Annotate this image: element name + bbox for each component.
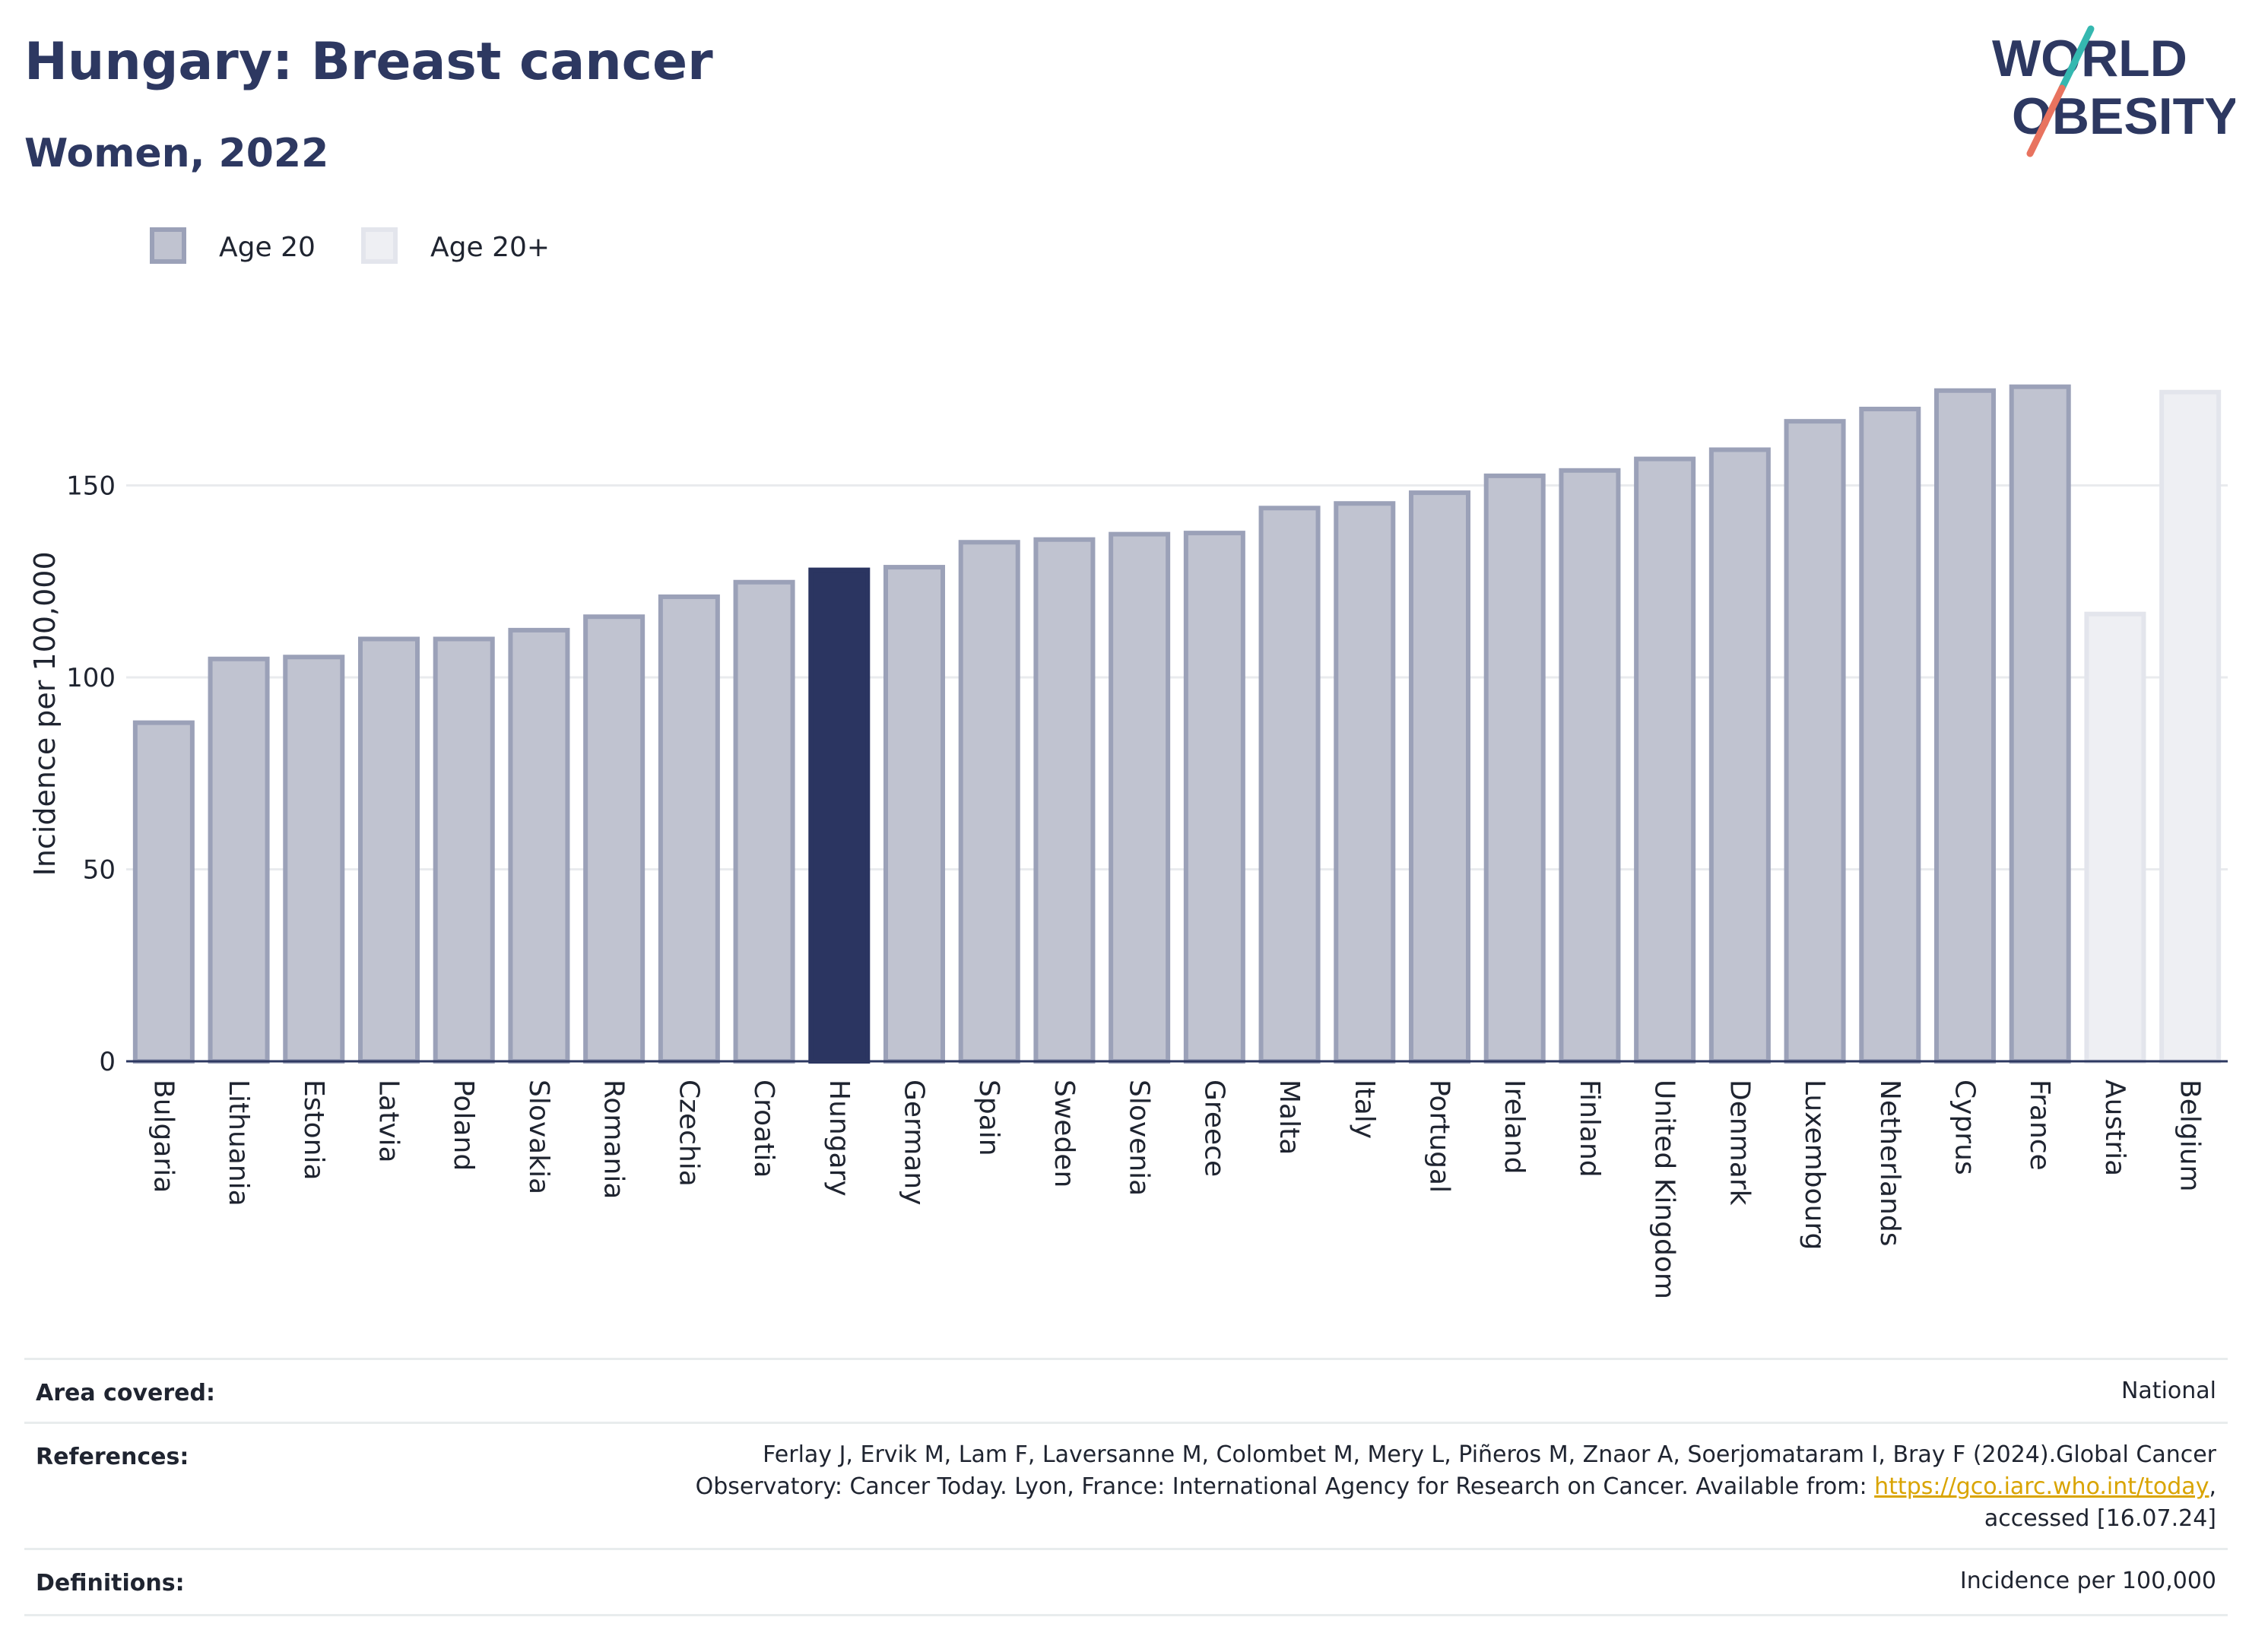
references-line3: accessed [16.07.24] [1984, 1505, 2216, 1532]
legend-swatch [150, 227, 186, 264]
x-tick-label: Sweden [1048, 1080, 1080, 1187]
x-tick-label: Bulgaria [148, 1080, 179, 1193]
bar-belgium [2159, 389, 2222, 1064]
y-tick-label: 150 [66, 471, 116, 502]
bar-italy [1334, 501, 1396, 1064]
references-line2-suffix: , [2209, 1473, 2216, 1500]
references-label: References: [36, 1444, 189, 1470]
logo-slash-top [2058, 25, 2095, 92]
bar-latvia [357, 636, 420, 1064]
x-tick-label: Denmark [1724, 1080, 1755, 1206]
bar-france [2009, 384, 2071, 1064]
x-tick-label: Germany [899, 1080, 930, 1205]
x-tick-label: Netherlands [1874, 1080, 1905, 1246]
x-tick-label: Spain [973, 1080, 1004, 1156]
page-subtitle: Women, 2022 [24, 131, 329, 176]
x-tick-label: Poland [448, 1080, 479, 1171]
chart-legend: Age 20 Age 20+ [150, 227, 550, 264]
bar-greece [1183, 531, 1245, 1064]
bar-netherlands [1859, 407, 1921, 1064]
legend-swatch [361, 227, 398, 264]
bar-finland [1559, 468, 1621, 1064]
x-axis: Bulgaria Lithuania Estonia Latvia Poland Slov… [126, 1060, 2228, 1299]
x-tick-label: Latvia [373, 1080, 404, 1163]
references-line2: Observatory: Cancer Today. Lyon, France:… [696, 1471, 2216, 1503]
bar-portugal [1408, 490, 1471, 1064]
area-covered-value: National [2121, 1378, 2216, 1404]
bar-sweden [1033, 537, 1096, 1064]
area-covered-row: Area covered: National [24, 1358, 2228, 1424]
x-tick-label: Finland [1574, 1080, 1605, 1178]
references-row: References: Ferlay J, Ervik M, Lam F, La… [24, 1422, 2228, 1550]
bar-spain [958, 540, 1020, 1064]
x-tick-label: France [2024, 1080, 2055, 1171]
x-tick-label: Slovakia [523, 1080, 554, 1194]
x-tick-label: Austria [2099, 1080, 2130, 1176]
y-tick-label: 50 [83, 855, 116, 886]
definitions-label: Definitions: [36, 1570, 185, 1597]
logo-slash-bottom [2026, 84, 2066, 157]
x-tick-label: Italy [1349, 1080, 1380, 1139]
bar-ireland [1483, 473, 1546, 1064]
bar-malta [1258, 506, 1321, 1064]
references-link[interactable]: https://gco.iarc.who.int/today [1874, 1473, 2209, 1500]
x-tick-label: United Kingdom [1649, 1080, 1680, 1299]
bar-romania [583, 614, 646, 1064]
bar-bulgaria [132, 720, 195, 1064]
x-tick-label: Ireland [1499, 1080, 1530, 1175]
x-tick-label: Hungary [823, 1080, 855, 1197]
bar-cyprus [1933, 388, 1997, 1064]
bar-slovenia [1109, 531, 1171, 1064]
x-tick-label: Estonia [298, 1080, 329, 1181]
x-tick-label: Croatia [748, 1080, 779, 1178]
bar-hungary [808, 567, 871, 1064]
page-title: Hungary: Breast cancer [24, 32, 713, 92]
bar-germany [883, 565, 946, 1064]
x-tick-label: Cyprus [1949, 1080, 1981, 1175]
x-tick-label: Lithuania [223, 1080, 254, 1206]
legend-label: Age 20+ [430, 232, 550, 263]
bar-denmark [1708, 447, 1771, 1064]
bar-estonia [283, 655, 345, 1064]
bar-chart: Age 20 Age 20+ 0 50 100 150 Incidence per 100… [28, 227, 2228, 1299]
x-tick-label: Greece [1198, 1080, 1229, 1177]
area-covered-label: Area covered: [36, 1380, 215, 1406]
x-tick-label: Romania [598, 1080, 630, 1199]
x-tick-label: Czechia [673, 1080, 704, 1187]
x-tick-label: Malta [1274, 1080, 1305, 1155]
bar-czechia [658, 594, 720, 1064]
y-tick-label: 100 [66, 663, 116, 693]
y-tick-label: 0 [99, 1047, 116, 1077]
x-tick-label: Portugal [1424, 1080, 1455, 1193]
bar-luxembourg [1784, 419, 1846, 1064]
logo-line1: WORLD [1992, 30, 2187, 87]
x-tick-label: Luxembourg [1799, 1080, 1830, 1250]
bar-poland [433, 636, 495, 1064]
references-value: Ferlay J, Ervik M, Lam F, Laversanne M, … [696, 1439, 2216, 1535]
definitions-value: Incidence per 100,000 [1959, 1568, 2216, 1594]
bar-slovakia [508, 627, 570, 1064]
references-line1: Ferlay J, Ervik M, Lam F, Laversanne M, … [763, 1441, 2216, 1468]
x-tick-label: Belgium [2174, 1080, 2206, 1192]
x-tick-label: Slovenia [1124, 1080, 1155, 1196]
bar-lithuania [208, 656, 270, 1064]
legend-label: Age 20 [219, 232, 316, 263]
world-obesity-logo-icon: WORLD OBESITY [1992, 25, 2235, 157]
chart-bars [132, 384, 2222, 1064]
references-line2-text: Observatory: Cancer Today. Lyon, France:… [695, 1473, 1875, 1500]
bar-united-kingdom [1634, 456, 1696, 1064]
y-axis: 0 50 100 150 Incidence per 100,000 [28, 471, 116, 1078]
y-axis-label: Incidence per 100,000 [28, 551, 62, 876]
bar-austria [2084, 611, 2146, 1064]
bar-croatia [733, 579, 795, 1064]
definitions-row: Definitions: Incidence per 100,000 [24, 1548, 2228, 1616]
